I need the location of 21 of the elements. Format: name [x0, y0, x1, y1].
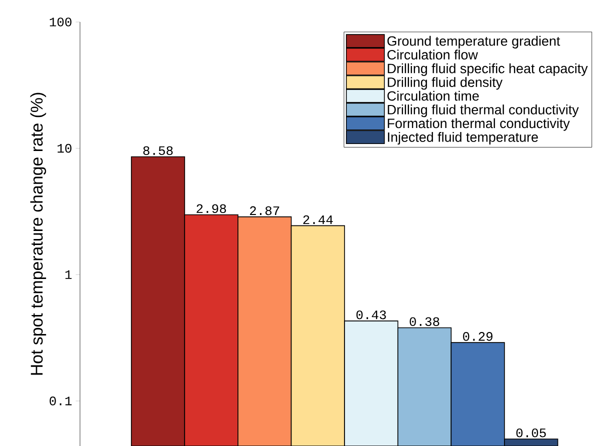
- data-label: 8.58: [143, 146, 173, 156]
- data-label: 0.43: [356, 310, 386, 320]
- data-label: 0.29: [463, 332, 492, 341]
- data-label: 2.44: [303, 215, 333, 224]
- y-tick-label: 100: [50, 18, 72, 26]
- data-label: 0.38: [410, 317, 440, 326]
- y-axis-title: Hot spot temperature change rate (%): [30, 92, 46, 375]
- y-tick-label: 1: [65, 270, 72, 279]
- legend-label: Circulation time: [387, 90, 479, 101]
- legend-label: Drilling fluid density: [388, 77, 503, 90]
- legend-label: Ground temperature gradient: [387, 36, 560, 48]
- y-tick-label: 10: [58, 144, 72, 153]
- data-label: 0.05: [516, 428, 546, 438]
- legend-label: Injected fluid temperature: [388, 132, 538, 145]
- data-label: 2.98: [196, 204, 226, 214]
- y-tick-label: 0.1: [50, 396, 72, 406]
- data-label: 2.87: [250, 206, 280, 216]
- legend-label: Drilling fluid thermal conductivity: [388, 104, 579, 118]
- legend-label: Circulation flow: [387, 50, 478, 60]
- legend-label: Drilling fluid specific heat capacity: [388, 63, 588, 76]
- legend-label: Formation thermal conductivity: [388, 118, 570, 131]
